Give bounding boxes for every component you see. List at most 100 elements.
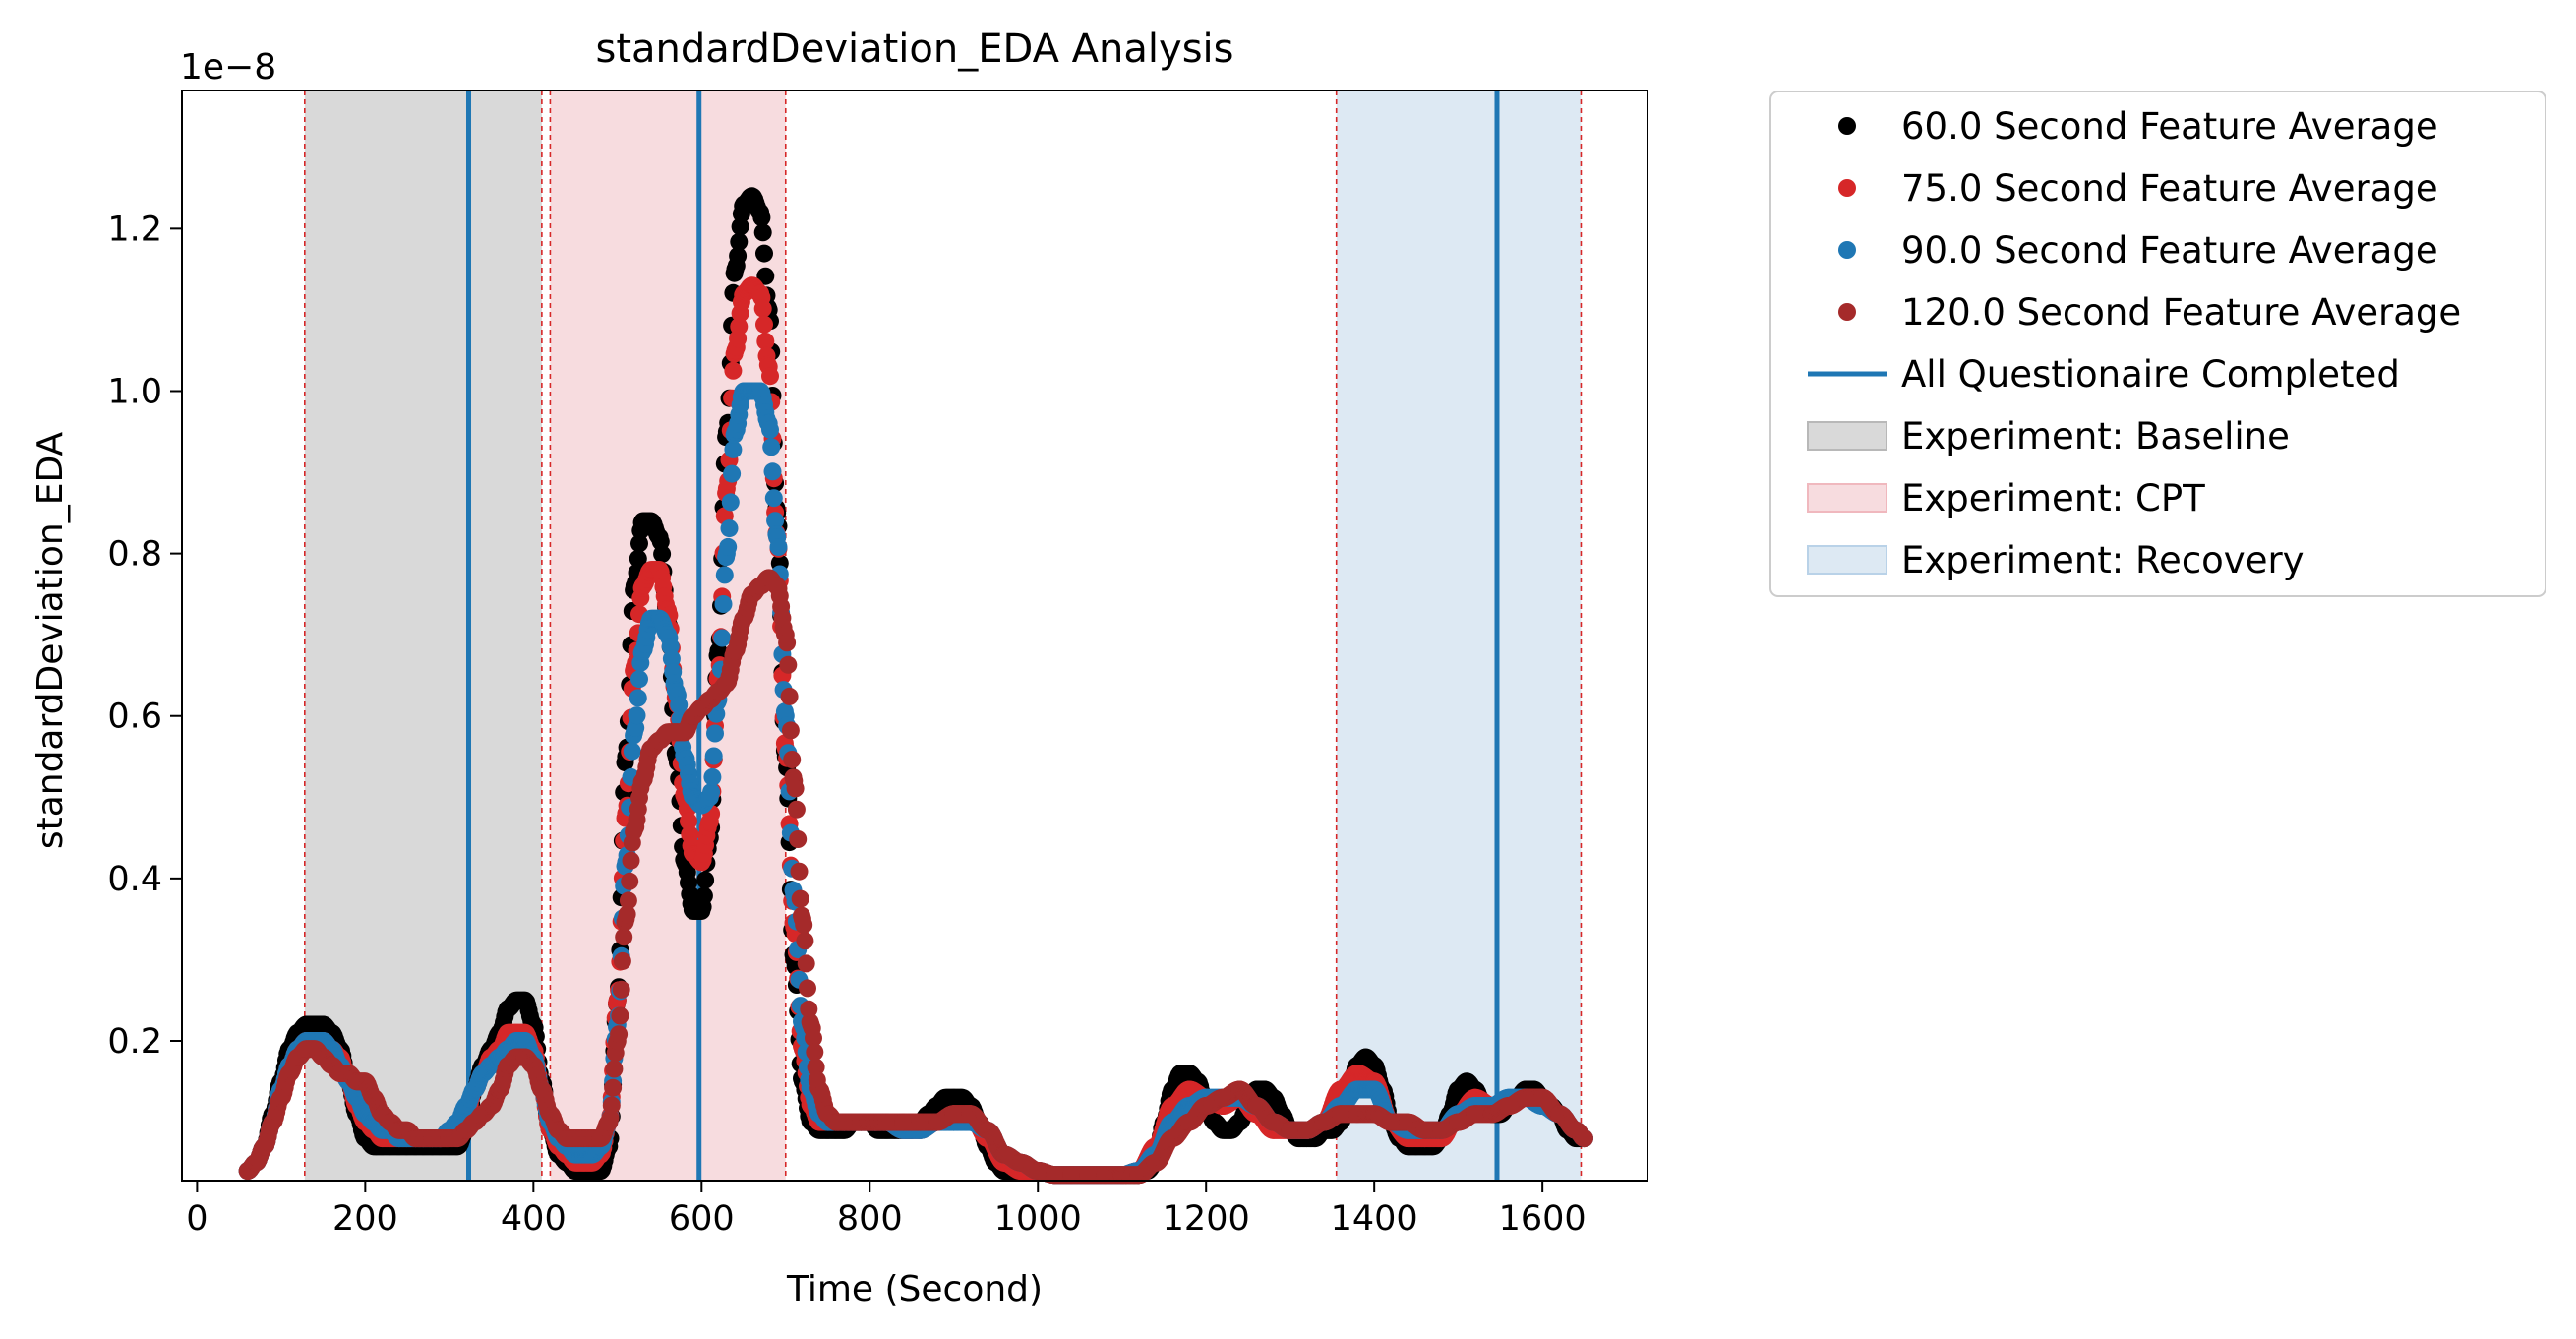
x-tick-label: 1400 <box>1331 1199 1418 1239</box>
legend-item-experiment-cpt: Experiment: CPT <box>1807 477 2205 519</box>
data-point <box>780 687 799 705</box>
data-point <box>779 655 798 674</box>
data-point <box>753 223 772 242</box>
data-point <box>796 932 814 950</box>
data-point <box>805 1029 822 1048</box>
legend-marker <box>1838 117 1856 135</box>
data-point <box>714 595 733 613</box>
data-point <box>611 1006 629 1025</box>
data-point <box>703 767 722 786</box>
x-tick-label: 600 <box>669 1199 735 1239</box>
legend-label: 120.0 Second Feature Average <box>1901 291 2461 334</box>
data-point <box>680 812 697 830</box>
data-point <box>604 1078 623 1097</box>
x-tick-label: 1200 <box>1163 1199 1250 1239</box>
data-point <box>787 800 806 819</box>
legend-label: 60.0 Second Feature Average <box>1901 105 2438 148</box>
legend-item-90-0-second-feature-average: 90.0 Second Feature Average <box>1838 229 2438 272</box>
legend-label: Experiment: Baseline <box>1901 415 2290 457</box>
legend-box <box>1769 91 2546 597</box>
legend-marker <box>1838 303 1856 321</box>
data-point <box>713 629 732 647</box>
data-point <box>623 742 641 761</box>
data-point <box>799 979 816 998</box>
y-tick-label: 0.8 <box>107 535 162 575</box>
data-point <box>724 361 743 380</box>
legend-item-60-0-second-feature-average: 60.0 Second Feature Average <box>1838 105 2438 148</box>
data-point <box>797 954 815 973</box>
x-axis-ticks: 0 200 400 600 800 1000 1200 1400 1600 <box>186 1181 1587 1239</box>
legend-item-experiment-baseline: Experiment: Baseline <box>1807 415 2290 457</box>
x-tick-label: 0 <box>186 1199 208 1239</box>
data-point <box>766 512 785 530</box>
legend-label: All Questionaire Completed <box>1901 353 2400 396</box>
legend-marker <box>1838 179 1856 197</box>
x-tick-label: 1000 <box>994 1199 1082 1239</box>
data-point <box>723 464 742 483</box>
data-point <box>807 1058 825 1076</box>
x-tick-label: 400 <box>501 1199 567 1239</box>
data-point <box>630 534 648 553</box>
data-point <box>702 782 721 801</box>
data-point <box>630 670 648 689</box>
data-point <box>756 267 775 285</box>
legend-label: 90.0 Second Feature Average <box>1901 229 2438 272</box>
data-point <box>720 519 739 538</box>
series-120-0-second-feature-average <box>238 569 1593 1185</box>
x-tick-label: 1600 <box>1499 1199 1587 1239</box>
data-point <box>755 315 773 334</box>
y-tick-label: 1.2 <box>107 210 162 249</box>
data-point <box>756 333 775 350</box>
x-tick-label: 800 <box>837 1199 903 1239</box>
chart-title: standardDeviation_EDA Analysis <box>595 27 1233 72</box>
y-tick-label: 1.0 <box>107 372 162 411</box>
data-point <box>629 549 647 568</box>
data-point <box>783 751 802 768</box>
data-point <box>622 851 640 870</box>
data-point <box>730 317 749 335</box>
data-point <box>730 232 749 251</box>
data-point <box>781 721 800 740</box>
legend-marker <box>1807 545 1887 575</box>
legend-marker <box>1807 421 1887 451</box>
data-point <box>729 247 748 265</box>
data-point <box>605 1060 624 1078</box>
data-point <box>653 545 672 564</box>
y-axis-offset-label: 1e−8 <box>180 47 276 88</box>
plot-frame <box>181 90 1648 1182</box>
data-point <box>621 872 639 890</box>
y-tick-label: 0.2 <box>107 1022 162 1062</box>
data-point <box>731 217 749 236</box>
x-axis-label: Time (Second) <box>786 1269 1043 1309</box>
data-point <box>769 538 788 556</box>
legend-label: Experiment: CPT <box>1901 477 2205 519</box>
legend-item-experiment-recovery: Experiment: Recovery <box>1807 539 2305 581</box>
data-point <box>724 440 743 458</box>
data-point <box>778 634 797 652</box>
data-point <box>615 928 633 946</box>
x-tick-label: 200 <box>332 1199 398 1239</box>
data-point <box>628 706 646 725</box>
data-point <box>610 1025 629 1044</box>
data-point <box>1575 1129 1593 1148</box>
questionnaire-lines <box>466 91 1500 1181</box>
y-axis-ticks: 0.2 0.4 0.6 0.8 1.0 1.2 <box>107 210 182 1062</box>
y-tick-label: 0.6 <box>107 698 162 737</box>
data-point <box>763 462 782 481</box>
data-point <box>721 493 740 512</box>
y-tick-label: 0.4 <box>107 860 162 899</box>
data-point <box>613 951 631 970</box>
data-point <box>715 566 734 584</box>
data-point <box>612 980 630 999</box>
data-point <box>762 438 781 456</box>
legend-label: 75.0 Second Feature Average <box>1901 167 2438 210</box>
data-point <box>790 862 809 881</box>
legend-item-75-0-second-feature-average: 75.0 Second Feature Average <box>1838 167 2438 210</box>
legend-item-all-questionaire-completed: All Questionaire Completed <box>1808 353 2400 396</box>
data-point <box>800 1000 818 1018</box>
data-point <box>696 871 715 889</box>
data-series <box>238 187 1593 1185</box>
data-point <box>791 889 809 908</box>
legend-marker <box>1838 241 1856 259</box>
